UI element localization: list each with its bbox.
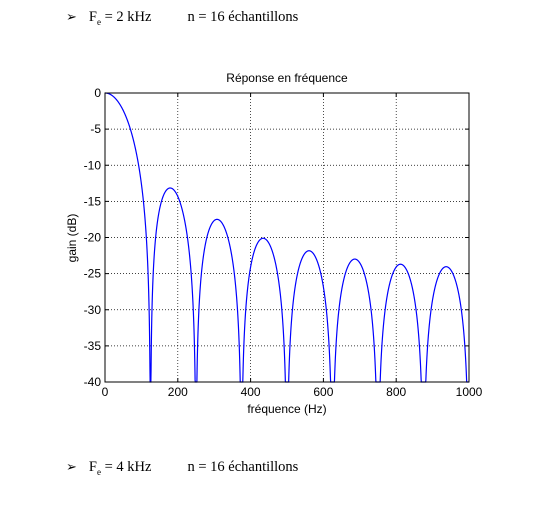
y-axis-label: gain (dB) (65, 214, 79, 263)
bullet-line-fe-2khz: ➢ Fe = 2 kHz n = 16 échantillons (66, 9, 298, 27)
y-axis-ticks: 0 -5 -10 -15 -20 -25 -30 -35 -40 (84, 86, 469, 389)
y-tick-label: 0 (94, 86, 101, 100)
x-tick-label: 1000 (456, 385, 483, 399)
fe-symbol: F (88, 9, 97, 25)
y-tick-label: -35 (84, 339, 102, 353)
chart-title: Réponse en fréquence (226, 71, 348, 85)
sampling-frequency-text: Fe = 2 kHz (89, 9, 152, 27)
bullet-arrow-icon: ➢ (66, 10, 77, 25)
x-axis-label: fréquence (Hz) (247, 402, 326, 416)
fe-value: = 2 kHz (100, 9, 152, 25)
grid-lines (105, 93, 469, 382)
y-tick-label: -20 (84, 231, 102, 245)
x-tick-label: 800 (386, 385, 406, 399)
bullet-line-fe-4khz: ➢ Fe = 4 kHz n = 16 échantillons (66, 459, 298, 477)
x-tick-label: 200 (168, 385, 188, 399)
sampling-frequency-text: Fe = 4 kHz (89, 459, 152, 477)
y-tick-label: -25 (84, 267, 102, 281)
y-tick-label: -30 (84, 303, 102, 317)
x-tick-label: 400 (241, 385, 261, 399)
fe-subscript: e (96, 16, 101, 27)
frequency-response-chart: 0 -5 -10 -15 -20 -25 -30 -35 -40 0 200 400 600 800 10… (65, 71, 483, 416)
y-tick-label: -40 (84, 375, 102, 389)
x-tick-label: 600 (313, 385, 333, 399)
y-tick-label: -5 (90, 122, 101, 136)
fe-symbol: F (88, 459, 97, 475)
sample-count-text: n = 16 échantillons (187, 459, 299, 475)
x-tick-label: 0 (102, 385, 109, 399)
bullet-arrow-icon: ➢ (66, 460, 77, 475)
y-tick-label: -15 (84, 194, 102, 208)
fe-subscript: e (96, 466, 101, 477)
sample-count-text: n = 16 échantillons (187, 9, 299, 25)
fe-value: = 4 kHz (100, 459, 152, 475)
x-axis-ticks: 0 200 400 600 800 1000 (102, 93, 483, 399)
y-tick-label: -10 (84, 158, 102, 172)
